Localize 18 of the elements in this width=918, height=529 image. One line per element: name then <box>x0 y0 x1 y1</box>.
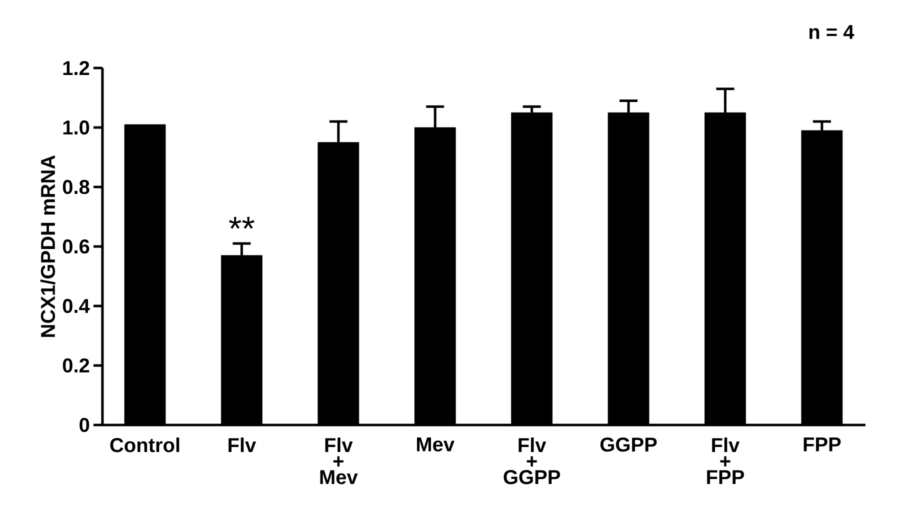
y-axis-title: NCX1/GPDH mRNA <box>40 155 56 337</box>
x-tick-label: FPP <box>804 438 841 452</box>
annotation: ** <box>229 216 254 229</box>
y-tick-label: 0.6 <box>62 239 90 254</box>
y-tick-label: 0.8 <box>62 180 90 194</box>
x-tick-label: GGPP <box>600 438 657 452</box>
x-tick-label: Flv + FPP <box>707 438 744 484</box>
y-tick-label: 1.0 <box>63 120 90 135</box>
y-tick-label: 0.4 <box>62 298 90 314</box>
text: n = 4 <box>809 25 854 39</box>
x-tick-label: Control <box>110 438 180 452</box>
y-tick-label: 1.2 <box>63 61 90 75</box>
y-tick-label: 0.2 <box>62 358 90 373</box>
x-tick-label: Flv + GGPP <box>504 438 560 484</box>
x-tick-label: Flv <box>228 438 256 452</box>
y-tick-label: 0 <box>80 418 90 432</box>
x-tick-label: Flv + Mev <box>320 438 358 484</box>
x-tick-label: Mev <box>416 438 454 452</box>
